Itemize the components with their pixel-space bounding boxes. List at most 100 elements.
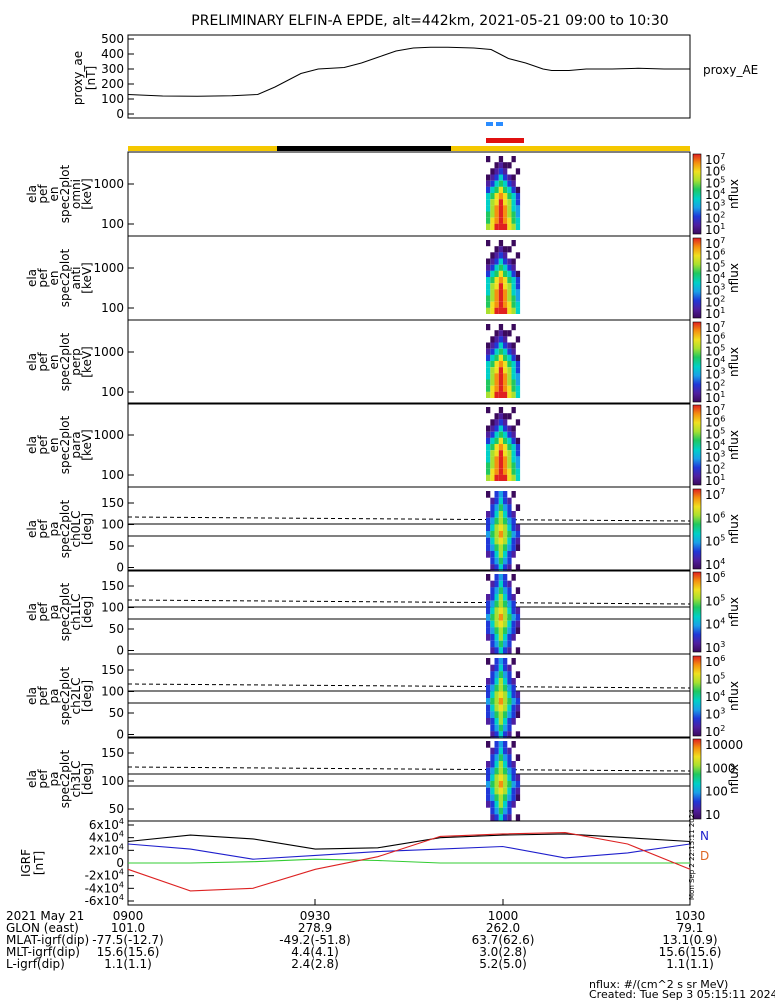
spec-cell — [494, 252, 499, 259]
spec-cell — [515, 794, 521, 801]
spec-cell — [498, 283, 504, 290]
spec-cell — [490, 607, 495, 614]
spec-cell — [490, 664, 495, 672]
spec-cell — [503, 767, 508, 775]
spec-cell — [503, 283, 508, 290]
spec-cell — [507, 162, 512, 169]
spec-cell — [503, 211, 508, 218]
spec-cell — [503, 258, 508, 265]
spec-cell — [494, 193, 499, 200]
spec-cell — [490, 199, 495, 206]
spec-cell — [486, 474, 491, 481]
colorbar-tick-label: 107 — [705, 236, 725, 251]
spec-cell — [498, 724, 504, 732]
igrf-legend-d: D — [700, 849, 709, 863]
spec-cell — [486, 217, 491, 224]
spec-cell — [507, 301, 512, 308]
spec-cell — [490, 761, 495, 768]
spec-cell — [494, 774, 499, 781]
spec-cell — [503, 731, 508, 738]
spec-cell — [494, 731, 499, 738]
spec-cell — [507, 537, 512, 545]
spec-cell — [515, 474, 521, 481]
spec-cell — [494, 711, 499, 718]
spec-cell — [507, 774, 512, 781]
ephem-value: 63.7(62.6) — [472, 933, 535, 947]
spec-cell — [494, 747, 499, 755]
spec-cell — [490, 671, 495, 678]
spec-cell — [490, 277, 495, 284]
spec-cell — [507, 431, 512, 438]
spec-cell — [515, 774, 521, 781]
spec-cell — [503, 270, 508, 277]
dashed-line — [127, 766, 691, 772]
spec-cell — [503, 517, 508, 525]
spec-cell — [494, 787, 499, 795]
spec-cell — [507, 174, 512, 181]
spec-cell — [498, 691, 504, 698]
spec-cell — [494, 277, 499, 284]
spec-cell — [486, 156, 491, 163]
colorbar — [692, 655, 702, 737]
spec-cell — [498, 336, 504, 343]
spec-cell — [498, 551, 504, 558]
spec-cell — [503, 634, 508, 641]
spec-cell — [494, 807, 499, 815]
spec-cell — [515, 367, 521, 374]
spec-cell — [494, 462, 499, 469]
spec-cell — [503, 678, 508, 685]
spec-cell — [503, 295, 508, 302]
spec-cell — [511, 240, 516, 247]
spec-cell — [503, 761, 508, 768]
spec-cell — [503, 354, 508, 361]
spec-cell — [494, 205, 499, 212]
spec-cell — [507, 444, 512, 451]
spec-cell — [494, 379, 499, 386]
spec-cell — [498, 162, 504, 169]
spec-frame — [127, 235, 691, 321]
spec-cell — [498, 385, 504, 392]
spec-cell — [498, 193, 504, 200]
spec-cell — [494, 373, 499, 380]
spec-cell — [490, 724, 495, 732]
spec-cell — [494, 564, 499, 571]
spec-cell — [507, 270, 512, 277]
spec-cell — [490, 283, 495, 290]
spec-cell — [490, 647, 495, 654]
colorbar-tick-label: 104 — [705, 557, 725, 572]
spec-cell — [507, 814, 512, 821]
spec-cell — [507, 437, 512, 444]
spec-cell — [486, 205, 491, 212]
spec-ytick-label: 0 — [116, 561, 124, 575]
spec-cell — [490, 431, 495, 438]
spec-cell — [490, 223, 495, 230]
colorbar-tick-label: 103 — [705, 199, 725, 214]
spec-cell — [511, 361, 516, 368]
spec-cell — [490, 289, 495, 296]
spec-cell — [498, 671, 504, 678]
spec-cell — [498, 531, 504, 538]
colorbar — [692, 571, 702, 653]
spec-cell — [490, 704, 495, 712]
spec-cell — [486, 270, 491, 277]
spec-cell — [498, 258, 504, 265]
spec-cell — [511, 607, 516, 614]
spec-cell — [511, 301, 516, 308]
colorbar — [692, 404, 702, 486]
spec-cell — [507, 557, 512, 565]
spec-cell — [507, 391, 512, 398]
spec-cell — [503, 741, 508, 748]
igrf-ytick-label: 2x104 — [89, 842, 124, 857]
colorbar-tick-label: 101 — [705, 222, 725, 237]
ephem-value: -77.5(-12.7) — [92, 933, 163, 947]
spec-cell — [515, 354, 521, 361]
spec-cell — [507, 607, 512, 614]
colorbar — [692, 488, 702, 570]
spec-cell — [507, 587, 512, 594]
spec-ytick-label: 150 — [101, 496, 124, 510]
spec-cell — [511, 678, 516, 685]
spec-cell — [490, 594, 495, 601]
spec-cell — [490, 462, 495, 469]
spec-cell — [515, 544, 521, 551]
spec-cell — [498, 517, 504, 525]
